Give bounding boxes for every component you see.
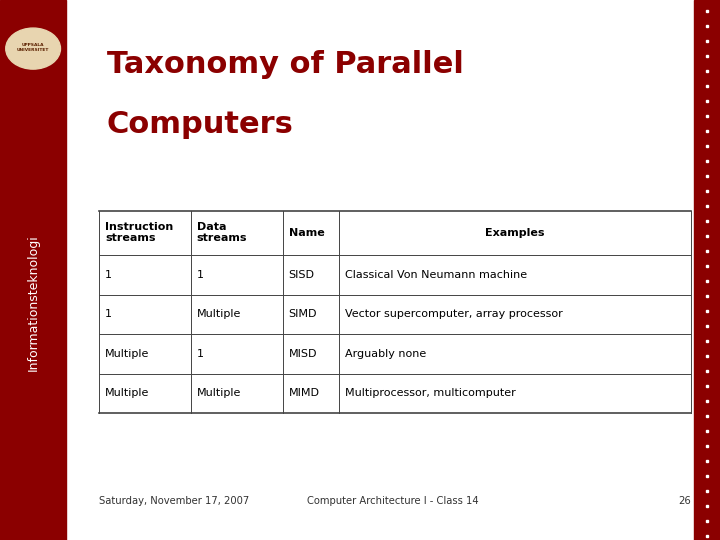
Text: Computers: Computers [107, 110, 294, 139]
Text: Multiple: Multiple [105, 349, 150, 359]
Bar [694, 0, 720, 540]
Bar [0, 0, 66, 540]
Text: Informationsteknologi: Informationsteknologi [27, 234, 40, 371]
Text: Multiple: Multiple [197, 388, 241, 399]
Text: Saturday, November 17, 2007: Saturday, November 17, 2007 [99, 496, 250, 506]
Text: UPPSALA
UNIVERSITET: UPPSALA UNIVERSITET [17, 43, 49, 52]
Text: Computer Architecture I - Class 14: Computer Architecture I - Class 14 [307, 496, 478, 506]
Text: Examples: Examples [485, 228, 545, 238]
Text: 1: 1 [105, 270, 112, 280]
Text: Arguably none: Arguably none [345, 349, 426, 359]
Text: Multiple: Multiple [197, 309, 241, 319]
Text: Data
streams: Data streams [197, 222, 248, 244]
Text: 1: 1 [105, 309, 112, 319]
Text: Taxonomy of Parallel: Taxonomy of Parallel [107, 50, 464, 79]
Text: 1: 1 [197, 270, 204, 280]
Text: SISD: SISD [289, 270, 315, 280]
Text: 1: 1 [197, 349, 204, 359]
Bar [99, 211, 691, 413]
Text: Instruction
streams: Instruction streams [105, 222, 174, 244]
Text: SIMD: SIMD [289, 309, 317, 319]
Circle shape [6, 28, 60, 69]
Text: Multiple: Multiple [105, 388, 150, 399]
Text: MISD: MISD [289, 349, 317, 359]
Text: Multiprocessor, multicomputer: Multiprocessor, multicomputer [345, 388, 516, 399]
Text: Vector supercomputer, array processor: Vector supercomputer, array processor [345, 309, 562, 319]
Text: 26: 26 [678, 496, 691, 506]
Text: MIMD: MIMD [289, 388, 320, 399]
Text: Name: Name [289, 228, 324, 238]
Text: Classical Von Neumann machine: Classical Von Neumann machine [345, 270, 527, 280]
